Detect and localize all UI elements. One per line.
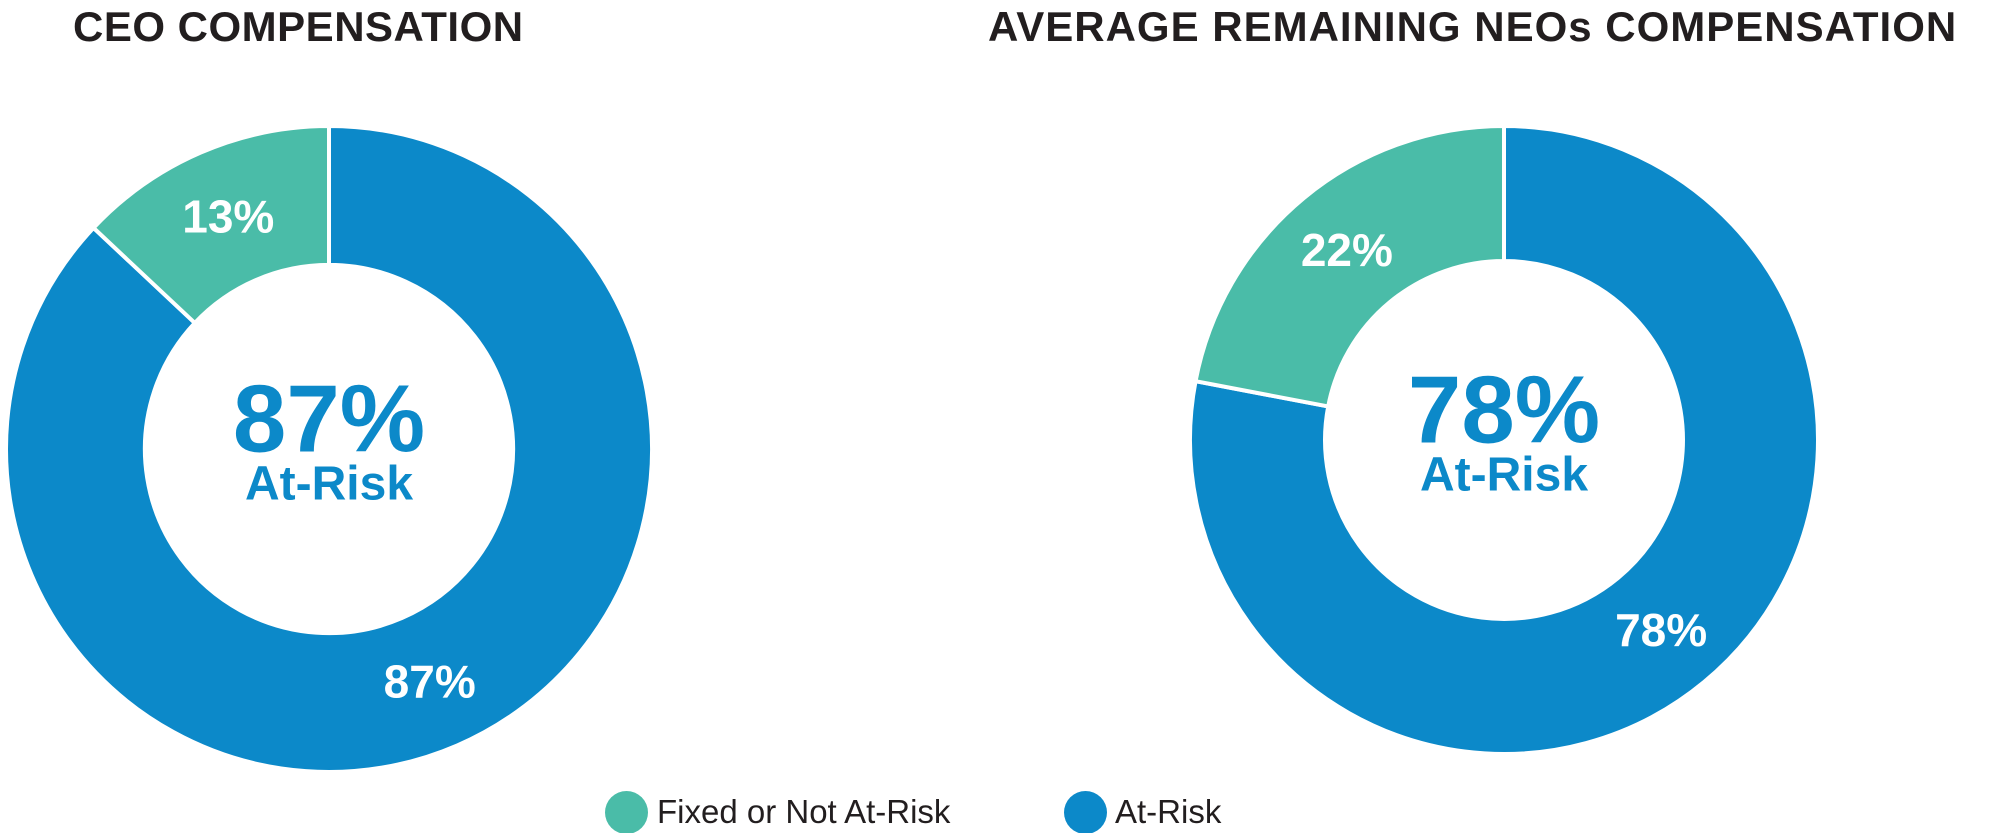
ceo-chart-title: CEO COMPENSATION: [73, 3, 524, 50]
slice-data-label: 13%: [182, 190, 274, 242]
legend-swatch-at-risk-icon: [1064, 791, 1107, 833]
legend-label-at-risk: At-Risk: [1115, 793, 1222, 830]
donut-center-caption: At-Risk: [1420, 449, 1588, 502]
slice-data-label: 87%: [384, 656, 476, 708]
slice-data-label: 78%: [1615, 604, 1707, 656]
donut-center-value: 87%: [233, 366, 425, 473]
donut-slice-at-risk: [4, 123, 654, 774]
legend-label-fixed: Fixed or Not At-Risk: [657, 793, 951, 830]
donut-slice-fixed-or-not-at-risk: [90, 123, 331, 326]
donut-center-caption: At-Risk: [245, 458, 413, 511]
donut-slice-at-risk: [1188, 123, 1820, 756]
slice-data-label: 22%: [1301, 224, 1393, 276]
donut-center-value: 78%: [1408, 357, 1600, 464]
legend-swatch-fixed-icon: [605, 791, 648, 833]
neo-donut-chart: 78%22%78%At-Risk: [1188, 123, 1820, 756]
neo-chart-title: AVERAGE REMAINING NEOs COMPENSATION: [988, 3, 1958, 50]
ceo-donut-chart: 87%13%87%At-Risk: [4, 123, 654, 774]
donut-slice-fixed-or-not-at-risk: [1193, 123, 1506, 409]
